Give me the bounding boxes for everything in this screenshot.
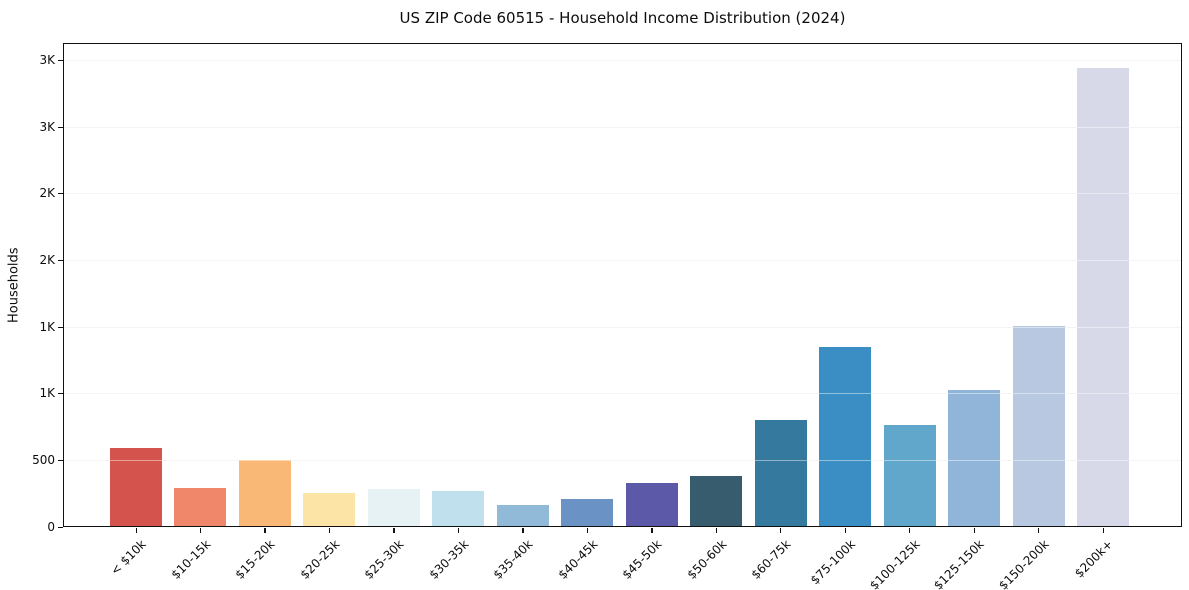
x-tick-mark xyxy=(651,528,653,533)
x-tick-mark xyxy=(135,528,137,533)
y-tick-mark xyxy=(58,259,63,262)
y-tick-mark xyxy=(58,193,63,195)
bar-$125-150k xyxy=(948,389,1001,527)
x-tick-mark xyxy=(457,528,460,533)
y-tick-label: 2K xyxy=(39,252,55,267)
gridline-overlay xyxy=(63,459,1182,461)
x-tick-label: < $10k xyxy=(108,537,149,578)
x-tick-label: $50-60k xyxy=(684,537,730,582)
y-tick-mark xyxy=(58,326,63,328)
x-tick-mark xyxy=(973,528,975,533)
y-tick-label: 0 xyxy=(47,519,55,534)
y-tick-mark xyxy=(58,126,63,128)
bar-$15-20k xyxy=(238,459,291,527)
x-tick-mark xyxy=(1102,528,1104,533)
bar-$20-25k xyxy=(303,493,356,527)
bar-$45-50k xyxy=(625,483,678,527)
y-axis-label: Households xyxy=(6,247,22,323)
x-tick-mark xyxy=(715,528,717,533)
y-tick-mark xyxy=(58,59,63,62)
y-tick-label: 500 xyxy=(32,452,55,467)
x-tick-label: $35-40k xyxy=(490,537,536,582)
x-tick-mark xyxy=(844,528,846,533)
x-tick-label: $150-200k xyxy=(995,537,1052,590)
gridline xyxy=(63,126,1182,128)
x-tick-mark xyxy=(393,528,395,533)
x-tick-mark xyxy=(780,528,782,533)
x-tick-label: $200k+ xyxy=(1072,537,1116,581)
y-tick-mark xyxy=(58,459,63,462)
x-tick-label: $45-50k xyxy=(619,537,665,582)
x-tick-mark xyxy=(1038,528,1040,533)
y-tick-label: 3K xyxy=(39,119,55,134)
bar-$75-100k xyxy=(819,347,872,527)
gridline-overlay xyxy=(63,59,1182,61)
bar-$150-200k xyxy=(1012,325,1065,527)
gridline xyxy=(63,393,1182,395)
x-tick-label: $60-75k xyxy=(748,537,794,582)
x-tick-label: $100-125k xyxy=(866,537,923,590)
gridline xyxy=(63,193,1182,195)
x-tick-mark xyxy=(909,528,911,533)
y-tick-mark xyxy=(58,526,63,528)
gridline xyxy=(63,459,1182,461)
x-tick-mark xyxy=(522,528,524,533)
x-tick-mark xyxy=(328,528,331,533)
x-tick-mark xyxy=(199,528,202,533)
gridline-overlay xyxy=(63,193,1182,195)
gridline xyxy=(63,59,1182,61)
x-tick-mark xyxy=(586,528,589,533)
bar-$10-15k xyxy=(174,487,227,527)
gridline-overlay xyxy=(63,326,1182,328)
y-tick-label: 1K xyxy=(39,386,55,401)
chart-title: US ZIP Code 60515 - Household Income Dis… xyxy=(399,9,846,27)
gridline xyxy=(63,259,1182,261)
bar-$60-75k xyxy=(754,419,807,527)
y-tick-label: 3K xyxy=(39,52,55,67)
bar-$30-35k xyxy=(432,491,485,527)
x-tick-label: $40-45k xyxy=(555,537,601,582)
x-tick-label: $15-20k xyxy=(232,537,278,582)
y-tick-label: 1K xyxy=(39,319,55,334)
gridline-overlay xyxy=(63,259,1182,261)
bar-$50-60k xyxy=(690,475,743,527)
bar-$25-30k xyxy=(367,489,420,527)
bar-$200k+ xyxy=(1077,67,1129,527)
x-tick-label: $30-35k xyxy=(426,537,472,582)
x-tick-label: $25-30k xyxy=(361,537,407,582)
x-tick-label: $75-100k xyxy=(807,537,859,588)
gridline xyxy=(63,326,1182,328)
gridline-overlay xyxy=(63,393,1182,395)
gridline-overlay xyxy=(63,126,1182,128)
x-tick-label: $20-25k xyxy=(297,537,343,582)
x-tick-label: $125-150k xyxy=(931,537,987,590)
x-tick-mark xyxy=(264,528,266,533)
y-tick-mark xyxy=(58,393,63,395)
x-tick-label: $10-15k xyxy=(168,537,214,582)
bar-$35-40k xyxy=(496,505,549,527)
bar-$40-45k xyxy=(561,499,614,527)
bar-$100-125k xyxy=(883,425,936,527)
y-tick-label: 2K xyxy=(39,186,55,201)
bar-< $10k xyxy=(110,448,162,527)
